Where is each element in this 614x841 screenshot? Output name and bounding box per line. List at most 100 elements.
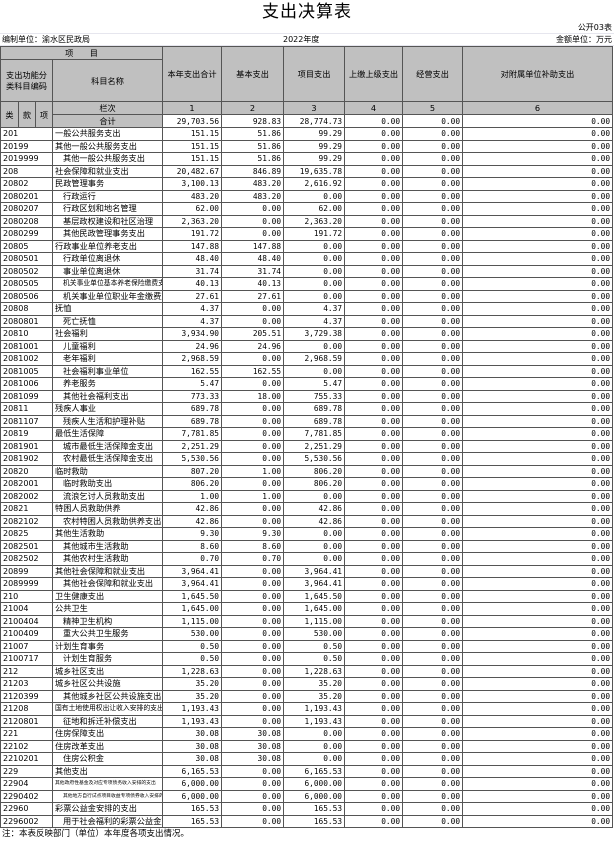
amount-cell: 0.50 bbox=[283, 652, 346, 666]
amount-cell: 5.47 bbox=[283, 377, 346, 391]
subject-name: 住房保障支出 bbox=[51, 727, 164, 741]
subject-code: 2080299 bbox=[0, 227, 53, 241]
amount-cell: 0.00 bbox=[344, 702, 404, 716]
amount-cell: 0.00 bbox=[462, 464, 614, 478]
amount-cell: 6,165.53 bbox=[283, 764, 346, 778]
table-row: 2100404 精神卫生机构 1,115.00 0.00 1,115.00 0.00 0.0… bbox=[0, 614, 614, 628]
amount-cell: 755.33 bbox=[283, 389, 346, 403]
amount-cell: 0.00 bbox=[344, 564, 404, 578]
table-row: 21007 计划生育事务 0.50 0.00 0.50 0.00 0.00 0.00 bbox=[0, 639, 614, 653]
subject-name: 民政管理事务 bbox=[51, 177, 164, 191]
amount-cell: 162.55 bbox=[221, 364, 285, 378]
amount-cell: 0.00 bbox=[283, 552, 346, 566]
table-row: 2082001 临时救助支出 806.20 0.00 806.20 0.00 0.00 0.0… bbox=[0, 477, 614, 491]
amount-cell: 0.00 bbox=[344, 277, 404, 291]
amount-cell: 0.00 bbox=[221, 814, 285, 828]
subject-name: 城乡社区支出 bbox=[51, 664, 164, 678]
amount-cell: 0.00 bbox=[462, 439, 614, 453]
amount-cell: 0.00 bbox=[344, 752, 404, 766]
amount-cell: 51.86 bbox=[221, 152, 285, 166]
amount-cell: 0.00 bbox=[221, 302, 285, 316]
amount-cell: 3,729.38 bbox=[283, 327, 346, 341]
amount-cell: 0.00 bbox=[344, 214, 404, 228]
amount-cell: 0.00 bbox=[462, 664, 614, 678]
amount-cell: 2,363.20 bbox=[162, 214, 223, 228]
subject-name: 社会福利 bbox=[51, 327, 164, 341]
amount-cell: 0.00 bbox=[402, 489, 464, 503]
subject-code: 2082102 bbox=[0, 514, 53, 528]
amount-cell: 0.00 bbox=[402, 214, 464, 228]
amount-cell: 165.53 bbox=[162, 814, 223, 828]
amount-cell: 0.00 bbox=[462, 802, 614, 816]
subject-name: 征地和拆迁补偿支出 bbox=[51, 714, 164, 728]
subject-code: 2082002 bbox=[0, 489, 53, 503]
amount-cell: 0.00 bbox=[344, 714, 404, 728]
subject-name: 其他一般公共服务支出 bbox=[51, 139, 164, 153]
subject-code: 2082502 bbox=[0, 552, 53, 566]
subject-name: 其他社会保障和就业支出 bbox=[51, 577, 164, 591]
expenditure-table: 项 目 本年支出合计 基本支出 项目支出 上缴上级支出 经营支出 对附属单位补助… bbox=[0, 46, 614, 828]
amount-cell: 0.00 bbox=[344, 689, 404, 703]
amount-cell: 0.00 bbox=[402, 752, 464, 766]
amount-cell: 0.00 bbox=[402, 702, 464, 716]
amount-cell: 0.00 bbox=[344, 477, 404, 491]
col-num: 5 bbox=[402, 101, 464, 115]
amount-cell: 0.00 bbox=[402, 164, 464, 178]
table-row: 20819 最低生活保障 7,781.85 0.00 7,781.85 0.00 0.00 0… bbox=[0, 427, 614, 441]
table-row: 2082502 其他农村生活救助 0.70 0.70 0.00 0.00 0.00 0.00 bbox=[0, 552, 614, 566]
item-header: 项 目 bbox=[0, 46, 164, 60]
subject-code: 2100409 bbox=[0, 627, 53, 641]
subject-code: 2089999 bbox=[0, 577, 53, 591]
amount-cell: 0.00 bbox=[462, 339, 614, 353]
table-row: 2080207 行政区划和地名管理 62.00 0.00 62.00 0.00 0.00 0.… bbox=[0, 202, 614, 216]
amount-cell: 0.00 bbox=[402, 227, 464, 241]
table-row: 2089999 其他社会保障和就业支出 3,964.41 0.00 3,964.41 0.… bbox=[0, 577, 614, 591]
amount-cell: 0.00 bbox=[402, 652, 464, 666]
amount-cell: 6,000.00 bbox=[283, 789, 346, 803]
col-header-upper: 上缴上级支出 bbox=[344, 46, 404, 102]
amount-cell: 0.00 bbox=[221, 589, 285, 603]
amount-cell: 0.00 bbox=[462, 602, 614, 616]
amount-cell: 62.00 bbox=[283, 202, 346, 216]
subject-name: 最低生活保障 bbox=[51, 427, 164, 441]
amount-cell: 0.00 bbox=[402, 639, 464, 653]
table-row: 2080505 机关事业单位基本养老保险缴费支出 40.13 40.13 0.00 0.0… bbox=[0, 277, 614, 291]
amount-cell: 0.00 bbox=[402, 189, 464, 203]
amount-cell: 31.74 bbox=[221, 264, 285, 278]
amount-cell: 0.00 bbox=[402, 139, 464, 153]
amount-cell: 0.00 bbox=[283, 189, 346, 203]
amount-cell: 7,781.85 bbox=[162, 427, 223, 441]
amount-cell: 0.00 bbox=[462, 402, 614, 416]
amount-cell: 1,228.63 bbox=[283, 664, 346, 678]
table-row: 2290402 其他地方自行试点项目收益专项债券收入安排的支出 6,000.00 0.… bbox=[0, 789, 614, 803]
amount-cell: 807.20 bbox=[162, 464, 223, 478]
amount-cell: 0.00 bbox=[402, 664, 464, 678]
amount-cell: 0.00 bbox=[402, 577, 464, 591]
amount-cell: 151.15 bbox=[162, 152, 223, 166]
subject-code: 20899 bbox=[0, 564, 53, 578]
amount-cell: 0.00 bbox=[402, 514, 464, 528]
subject-code: 2081902 bbox=[0, 452, 53, 466]
amount-cell: 0.00 bbox=[344, 452, 404, 466]
amount-cell: 48.40 bbox=[221, 252, 285, 266]
amount-cell: 40.13 bbox=[162, 277, 223, 291]
subject-code: 2080505 bbox=[0, 277, 53, 291]
amount-cell: 2,968.59 bbox=[162, 352, 223, 366]
amount-cell: 1,193.43 bbox=[283, 714, 346, 728]
amount-cell: 0.00 bbox=[283, 264, 346, 278]
amount-cell: 0.00 bbox=[462, 789, 614, 803]
amount-cell: 0.00 bbox=[462, 552, 614, 566]
amount-cell: 0.00 bbox=[402, 539, 464, 553]
amount-cell: 0.00 bbox=[344, 127, 404, 141]
amount-cell: 151.15 bbox=[162, 139, 223, 153]
name-header: 科目名称 bbox=[51, 59, 164, 102]
table-row: 20811 残疾人事业 689.78 0.00 689.78 0.00 0.00 0.00 bbox=[0, 402, 614, 416]
table-row: 221 住房保障支出 30.08 30.08 0.00 0.00 0.00 0.00 bbox=[0, 727, 614, 741]
amount-cell: 0.00 bbox=[462, 639, 614, 653]
col-header-total: 本年支出合计 bbox=[162, 46, 223, 102]
amount-cell: 0.00 bbox=[462, 227, 614, 241]
table-row: 2080501 行政单位离退休 48.40 48.40 0.00 0.00 0.00 0.00 bbox=[0, 252, 614, 266]
table-row: 20805 行政事业单位养老支出 147.88 147.88 0.00 0.00 0.00 0… bbox=[0, 239, 614, 253]
amount-cell: 0.00 bbox=[462, 352, 614, 366]
table-body: 201 一般公共服务支出 151.15 51.86 99.29 0.00 0.00 0.00 2… bbox=[0, 127, 614, 828]
